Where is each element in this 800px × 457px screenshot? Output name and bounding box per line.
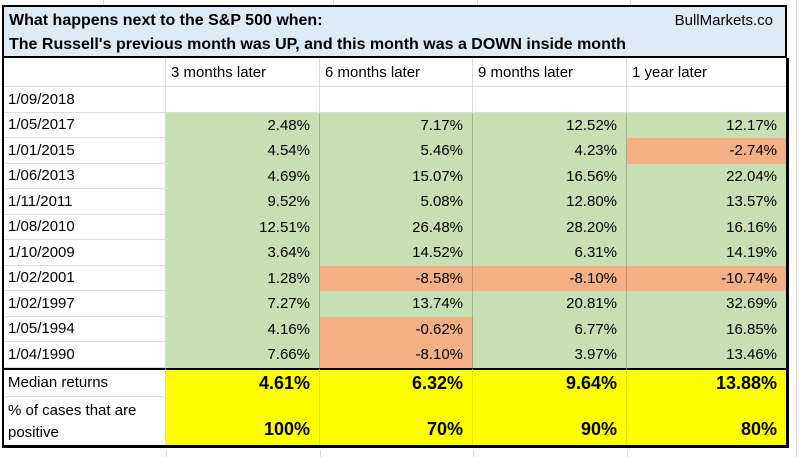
median-returns-label[interactable]: Median returns xyxy=(4,367,166,397)
return-cell[interactable]: 28.20% xyxy=(473,214,627,240)
return-cell[interactable]: 1.28% xyxy=(166,265,320,291)
date-cell[interactable]: 1/06/2013 xyxy=(4,163,166,189)
return-cell[interactable] xyxy=(627,87,786,113)
median-return-cell[interactable]: 4.61% xyxy=(166,367,320,397)
date-cell[interactable]: 1/09/2018 xyxy=(4,87,166,113)
return-cell[interactable]: 3.64% xyxy=(166,240,320,266)
pct-positive-label[interactable]: % of cases that are positive xyxy=(4,397,166,445)
date-cell[interactable]: 1/05/2017 xyxy=(4,112,166,138)
date-cell[interactable]: 1/10/2009 xyxy=(4,240,166,266)
gridline xyxy=(166,450,167,457)
gridline xyxy=(796,0,797,457)
return-cell[interactable]: -8.10% xyxy=(320,342,473,368)
return-cell[interactable]: 16.85% xyxy=(627,316,786,342)
return-cell[interactable]: 3.97% xyxy=(473,342,627,368)
return-cell[interactable]: 4.69% xyxy=(166,163,320,189)
return-cell[interactable]: -8.10% xyxy=(473,265,627,291)
return-cell[interactable]: -10.74% xyxy=(627,265,786,291)
return-cell[interactable]: 22.04% xyxy=(627,163,786,189)
gridline xyxy=(103,0,104,5)
return-cell[interactable]: 2.48% xyxy=(166,112,320,138)
page-title: What happens next to the S&P 500 when: xyxy=(9,11,323,29)
column-header-9mo[interactable]: 9 months later xyxy=(473,58,627,87)
date-cell[interactable]: 1/01/2015 xyxy=(4,138,166,164)
title-banner: What happens next to the S&P 500 when: B… xyxy=(2,5,787,58)
return-cell[interactable]: 13.46% xyxy=(627,342,786,368)
return-cell[interactable]: 12.51% xyxy=(166,214,320,240)
column-header-6mo[interactable]: 6 months later xyxy=(320,58,473,87)
column-header-1yr[interactable]: 1 year later xyxy=(627,58,786,87)
return-cell[interactable]: 16.16% xyxy=(627,214,786,240)
gridline xyxy=(333,0,334,5)
gridline xyxy=(320,450,321,457)
pct-positive-cell[interactable]: 80% xyxy=(627,397,786,445)
return-cell[interactable]: 4.54% xyxy=(166,138,320,164)
median-return-cell[interactable]: 13.88% xyxy=(627,367,786,397)
brand-label: BullMarkets.co xyxy=(674,12,773,29)
return-cell[interactable]: 12.17% xyxy=(627,112,786,138)
return-cell[interactable]: 6.77% xyxy=(473,316,627,342)
returns-table: 3 months later 6 months later 9 months l… xyxy=(2,58,789,448)
return-cell[interactable]: 4.16% xyxy=(166,316,320,342)
return-cell[interactable]: 7.17% xyxy=(320,112,473,138)
return-cell[interactable] xyxy=(473,87,627,113)
pct-positive-cell[interactable]: 100% xyxy=(166,397,320,445)
date-cell[interactable]: 1/08/2010 xyxy=(4,214,166,240)
return-cell[interactable]: -8.58% xyxy=(320,265,473,291)
return-cell[interactable]: 7.27% xyxy=(166,291,320,317)
date-cell[interactable]: 1/05/1994 xyxy=(4,316,166,342)
return-cell[interactable]: 32.69% xyxy=(627,291,786,317)
gridline xyxy=(473,450,474,457)
return-cell[interactable]: 5.46% xyxy=(320,138,473,164)
gridline xyxy=(477,0,478,5)
return-cell[interactable]: 6.31% xyxy=(473,240,627,266)
return-cell[interactable]: 14.19% xyxy=(627,240,786,266)
return-cell[interactable]: 4.23% xyxy=(473,138,627,164)
return-cell[interactable]: 9.52% xyxy=(166,189,320,215)
return-cell[interactable]: -0.62% xyxy=(320,316,473,342)
median-return-cell[interactable]: 6.32% xyxy=(320,367,473,397)
date-cell[interactable]: 1/11/2011 xyxy=(4,189,166,215)
date-cell[interactable]: 1/02/2001 xyxy=(4,265,166,291)
date-cell[interactable]: 1/02/1997 xyxy=(4,291,166,317)
page-subtitle: The Russell's previous month was UP, and… xyxy=(9,36,626,53)
return-cell[interactable] xyxy=(166,87,320,113)
return-cell[interactable]: 26.48% xyxy=(320,214,473,240)
gridline xyxy=(627,450,628,457)
return-cell[interactable]: -2.74% xyxy=(627,138,786,164)
return-cell[interactable]: 20.81% xyxy=(473,291,627,317)
return-cell[interactable]: 12.80% xyxy=(473,189,627,215)
pct-positive-cell[interactable]: 70% xyxy=(320,397,473,445)
return-cell[interactable]: 13.74% xyxy=(320,291,473,317)
return-cell[interactable] xyxy=(320,87,473,113)
column-header-3mo[interactable]: 3 months later xyxy=(166,58,320,87)
return-cell[interactable]: 14.52% xyxy=(320,240,473,266)
pct-positive-cell[interactable]: 90% xyxy=(473,397,627,445)
return-cell[interactable]: 15.07% xyxy=(320,163,473,189)
return-cell[interactable]: 13.57% xyxy=(627,189,786,215)
return-cell[interactable]: 16.56% xyxy=(473,163,627,189)
date-cell[interactable]: 1/04/1990 xyxy=(4,342,166,368)
return-cell[interactable]: 5.08% xyxy=(320,189,473,215)
return-cell[interactable]: 12.52% xyxy=(473,112,627,138)
return-cell[interactable]: 7.66% xyxy=(166,342,320,368)
median-return-cell[interactable]: 9.64% xyxy=(473,367,627,397)
corner-cell[interactable] xyxy=(4,58,166,87)
gridline xyxy=(630,0,631,5)
